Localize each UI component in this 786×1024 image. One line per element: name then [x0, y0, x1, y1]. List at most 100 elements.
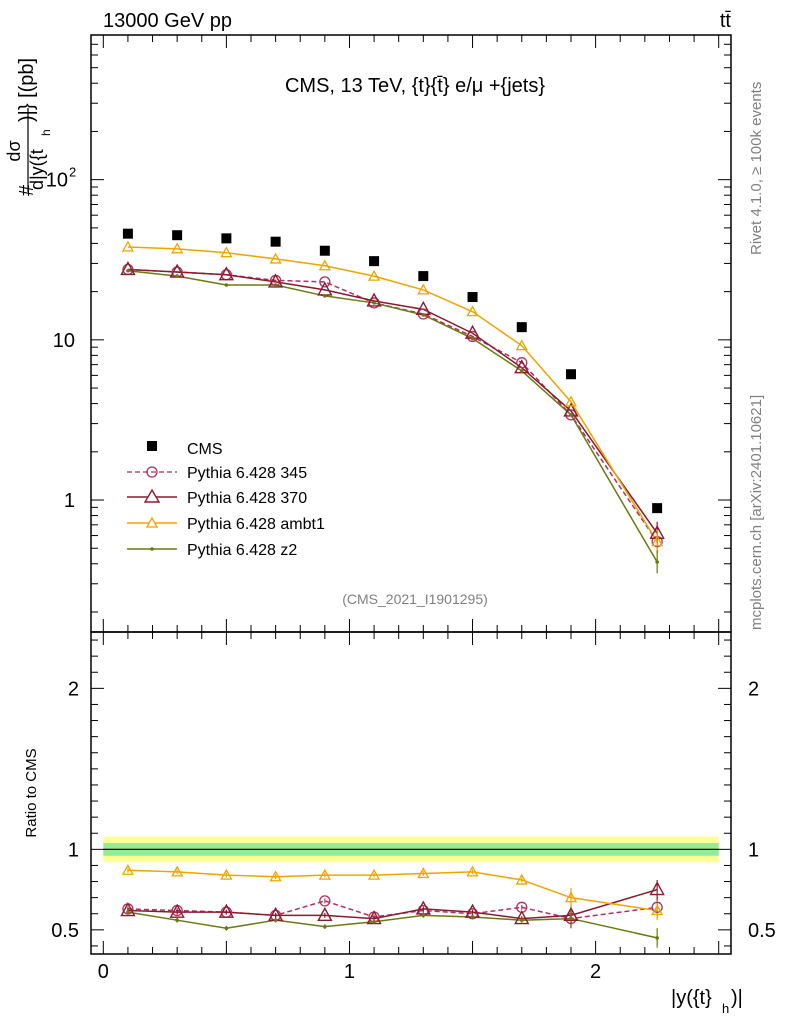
ratio-line-p345	[127, 900, 658, 920]
legend-marker-cms	[147, 441, 157, 451]
marker-p370	[120, 260, 136, 276]
main-line-p370	[127, 268, 658, 534]
marker-p370	[317, 906, 333, 922]
marker-z2	[224, 926, 229, 931]
x-label-main: |y({t}	[671, 987, 712, 1009]
marker-z2	[323, 924, 327, 929]
marker-p370	[649, 881, 665, 896]
x-tick-label: 1	[344, 961, 355, 983]
legend-marker-ambt1	[145, 516, 159, 528]
marker-cms	[516, 322, 527, 333]
legend-marker-p370	[143, 488, 161, 503]
marker-p370	[366, 292, 382, 307]
marker-p345	[319, 276, 331, 288]
marker-cms	[418, 271, 429, 282]
cms-uncertainty-band	[103, 836, 719, 863]
marker-ambt1	[466, 865, 479, 877]
marker-z2	[372, 920, 376, 924]
x-axis-label: |y({t} h )|	[671, 987, 743, 1016]
marker-ambt1	[220, 246, 233, 258]
y-label-unit: )|} [(pb]	[16, 58, 38, 122]
marker-ambt1	[121, 863, 135, 875]
x-tick-label: 2	[590, 961, 601, 983]
marker-z2	[224, 283, 229, 287]
marker-z2	[519, 918, 524, 922]
energy-label: 13000 GeV pp	[103, 10, 232, 32]
marker-p370	[514, 359, 530, 374]
legend-label-p370: Pythia 6.428 370	[187, 490, 307, 507]
analysis-watermark: (CMS_2021_I1901295)	[342, 591, 488, 607]
marker-cms	[319, 245, 330, 256]
x-label-end: )|	[731, 987, 743, 1009]
marker-z2	[569, 413, 573, 417]
ratio-frame	[90, 631, 732, 955]
ratio-y-tick-label-left: 2	[68, 678, 79, 700]
marker-ambt1	[367, 269, 381, 281]
ratio-y-tick-label-right: 1	[748, 839, 759, 861]
marker-cms	[172, 230, 183, 241]
marker-p370	[218, 266, 235, 281]
ratio-y-tick-label-right: 2	[748, 678, 759, 700]
marker-z2	[470, 336, 475, 341]
ratio-panel: Ratio to CMS 0 1 2 0.5 0.5 1 1 2 2 |y({t} h )|	[23, 631, 776, 1016]
marker-z2	[655, 936, 659, 940]
legend-label-ambt1: Pythia 6.428 ambt1	[187, 516, 325, 533]
marker-ambt1	[515, 339, 528, 351]
marker-cms	[270, 236, 281, 247]
y-tick-label-1: 1	[64, 490, 75, 512]
ratio-axes: 0 1 2 0.5 0.5 1 1 2 2	[51, 632, 776, 983]
y-tick-label-100: 10	[46, 170, 68, 192]
ratio-y-tick-label-left: 1	[68, 839, 79, 861]
marker-z2	[175, 274, 179, 278]
legend-marker-z2	[150, 547, 154, 551]
ratio-line-z2	[127, 911, 658, 939]
marker-cms	[566, 369, 576, 380]
legend-label-z2: Pythia 6.428 z2	[187, 542, 297, 559]
marker-p370	[218, 903, 235, 918]
legend-marker-p345	[146, 466, 158, 478]
ratio-y-label: Ratio to CMS	[23, 748, 40, 837]
marker-z2	[175, 918, 179, 922]
main-line-ambt1	[127, 246, 658, 543]
marker-p345	[516, 357, 528, 369]
marker-z2	[273, 918, 278, 922]
marker-p345	[565, 409, 577, 421]
ratio-line-ambt1	[127, 869, 658, 912]
marker-z2	[372, 301, 376, 305]
rivet-version-label: Rivet 4.1.0, ≥ 100k events	[748, 82, 765, 255]
marker-z2	[273, 283, 278, 287]
y-tick-label-10: 10	[53, 330, 75, 352]
marker-p345	[651, 901, 663, 913]
ratio-y-tick-label-right: 0.5	[748, 920, 776, 942]
marker-z2	[323, 294, 327, 298]
marker-ambt1	[417, 283, 430, 295]
x-label-sub: h	[722, 1001, 729, 1016]
marker-cms	[369, 256, 380, 267]
ratio-line-p370	[127, 888, 658, 920]
process-label: tt̄	[720, 10, 732, 32]
y-tick-label-100-exponent: 2	[69, 165, 76, 180]
marker-ambt1	[121, 240, 135, 252]
marker-p370	[169, 903, 185, 918]
mcplots-label: mcplots.cern.ch [arXiv:2401.10621]	[748, 395, 765, 630]
ratio-y-tick-label-left: 0.5	[51, 920, 79, 942]
ratio-series-markers	[120, 863, 665, 940]
y-label-numerator: dσ	[4, 140, 24, 161]
marker-p370	[649, 524, 665, 539]
marker-cms	[122, 228, 133, 239]
marker-z2	[655, 560, 659, 564]
marker-ambt1	[367, 868, 381, 880]
legend-label-p345: Pythia 6.428 345	[187, 465, 307, 482]
marker-ambt1	[318, 868, 331, 880]
marker-z2	[126, 268, 130, 273]
marker-z2	[519, 369, 524, 373]
marker-ambt1	[269, 870, 282, 882]
marker-cms	[221, 233, 232, 244]
marker-cms	[652, 503, 663, 514]
marker-ambt1	[564, 891, 578, 903]
legend: CMS Pythia 6.428 345 Pythia 6.428 370 Py…	[127, 441, 325, 559]
marker-ambt1	[269, 252, 282, 264]
y-label-hash: #	[16, 184, 38, 196]
